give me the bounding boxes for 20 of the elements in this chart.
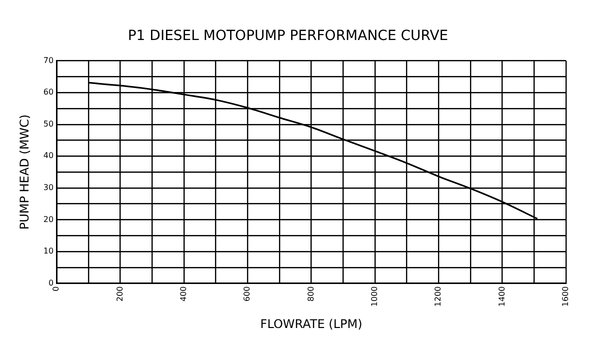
- x-tick-label: 600: [242, 286, 252, 302]
- x-tick-label: 200: [115, 286, 124, 302]
- y-tick-label: 20: [43, 214, 54, 224]
- y-tick-label: 40: [43, 151, 54, 160]
- chart-title: P1 DIESEL MOTOPUMP PERFORMANCE CURVE: [128, 28, 448, 44]
- y-tick-label: 10: [43, 246, 54, 256]
- x-axis-title: FLOWRATE (LPM): [260, 316, 362, 331]
- y-axis-title: PUMP HEAD (MWC): [17, 114, 32, 230]
- x-tick-label: 1200: [434, 286, 443, 307]
- y-tick-label: 0: [48, 278, 54, 288]
- x-tick-label: 800: [306, 286, 316, 302]
- y-tick-label: 60: [43, 88, 54, 97]
- x-tick-label: 1400: [497, 286, 506, 307]
- x-tick-label: 400: [179, 286, 188, 302]
- y-tick-label: 50: [43, 119, 54, 128]
- x-tick-label: 0: [52, 286, 61, 292]
- y-tick-label: 30: [43, 182, 54, 192]
- y-tick-label: 70: [43, 56, 54, 65]
- x-tick-label: 1000: [370, 286, 380, 307]
- x-tick-label: 1600: [561, 286, 570, 307]
